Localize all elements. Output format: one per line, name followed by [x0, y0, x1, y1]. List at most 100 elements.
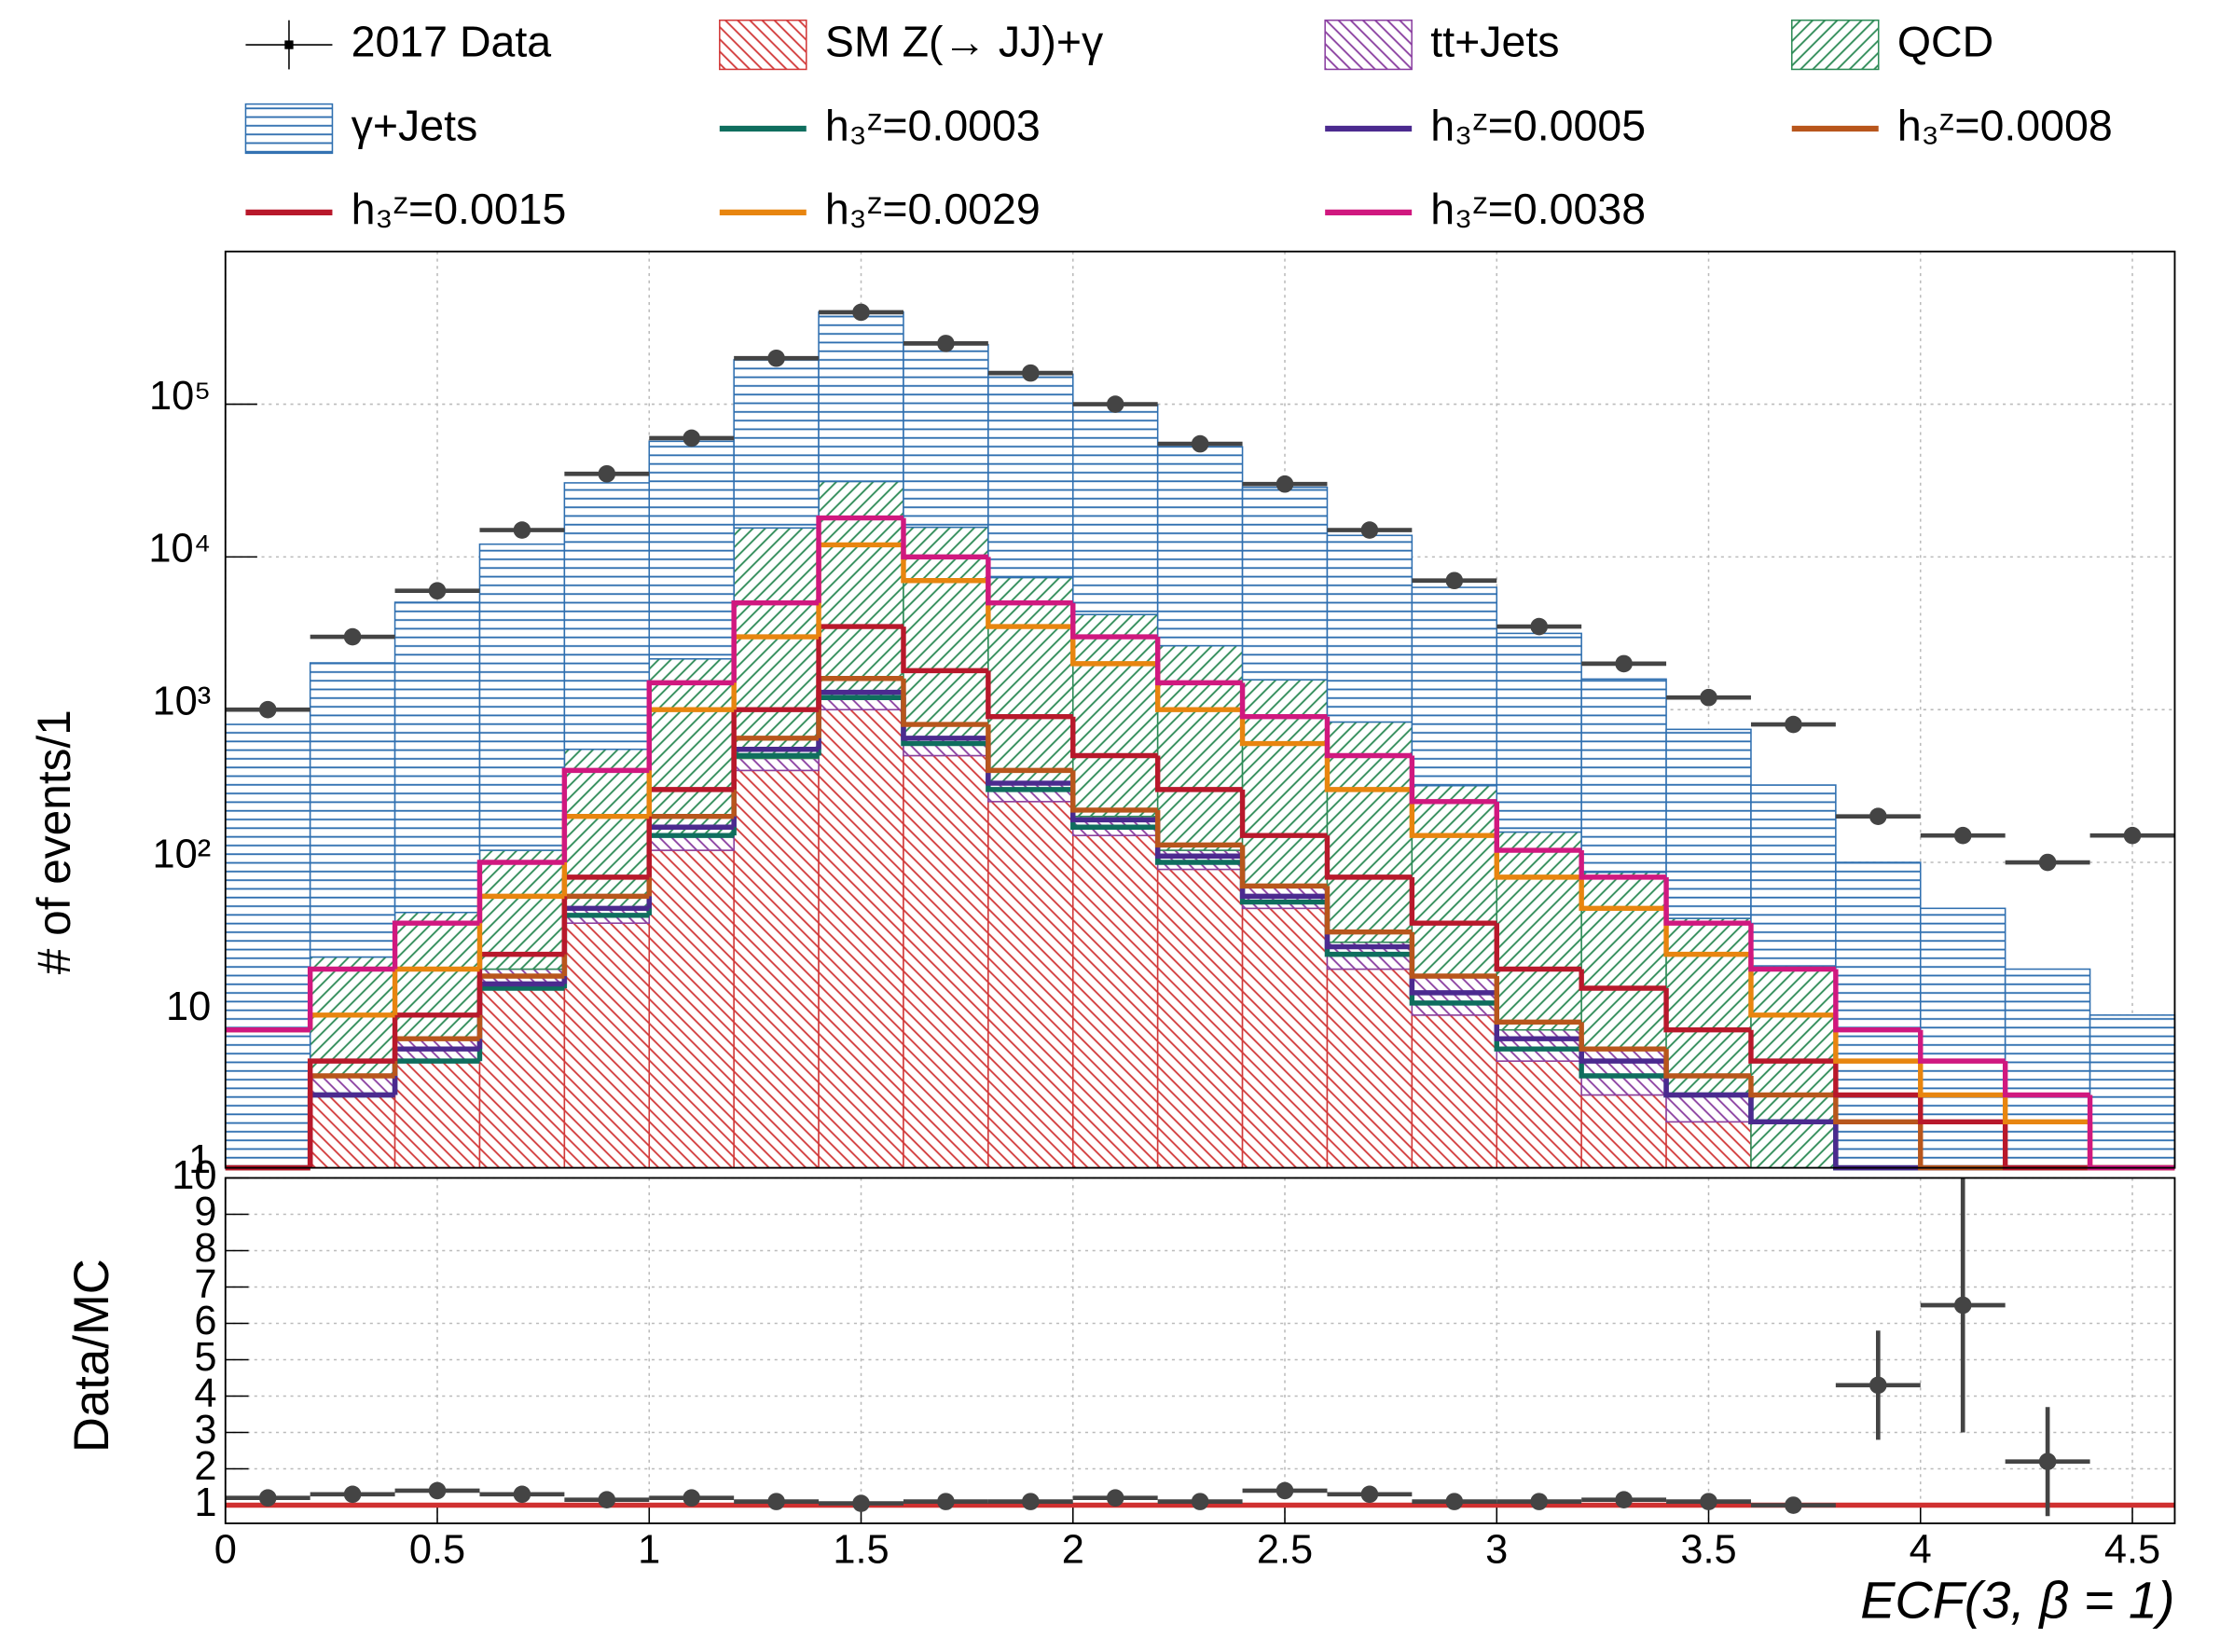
y-tick-label: 10² [153, 832, 212, 876]
stack-bar [1156, 644, 1244, 851]
legend-symbol [1790, 19, 1880, 71]
ratio-point [1445, 1493, 1464, 1510]
ratio-frame [224, 1177, 2176, 1524]
x-tick-label: 1.5 [833, 1527, 889, 1572]
x-tick-label: 2.5 [1257, 1527, 1313, 1572]
y-tick-label: 10 [172, 1153, 216, 1198]
stack-bar [1750, 965, 1837, 1169]
data-point [1106, 395, 1124, 413]
signal-step [392, 920, 480, 970]
legend-swatch [719, 19, 807, 71]
ratio-axis-title: Data/MC [64, 1259, 119, 1452]
stack-bar [648, 440, 735, 660]
stack-bar [563, 748, 651, 910]
signal-step [1409, 876, 1497, 926]
stack-bar [1665, 728, 1752, 919]
legend-label: SM Z(→ JJ)+γ [825, 17, 1104, 65]
stack-bar [1580, 678, 1667, 874]
signal-step [1579, 850, 1667, 880]
stack-bar [224, 723, 311, 1169]
signal-step [1748, 954, 1836, 1018]
signal-step [901, 678, 988, 727]
data-point [852, 303, 870, 322]
signal-step [1494, 801, 1582, 853]
x-tick-label: 0.5 [409, 1527, 465, 1572]
stack-bar [393, 601, 481, 914]
y-tick-label: 1 [194, 1480, 216, 1525]
ratio-point [1191, 1493, 1209, 1510]
signal-step [1409, 789, 1497, 838]
x-tick-label: 4 [1910, 1527, 1932, 1572]
signal-step [1324, 886, 1413, 935]
stack-bar [563, 482, 651, 750]
stack-bar [1496, 831, 1582, 1031]
stack-bar [987, 576, 1074, 784]
signal-step [816, 515, 903, 603]
stack-bar [1919, 907, 2006, 1169]
data-point [767, 349, 785, 367]
stack-bar [2004, 968, 2091, 1169]
stack-bar [1326, 721, 1413, 943]
stack-bar [1665, 917, 1752, 1096]
legend-label: tt+Jets [1430, 17, 1559, 65]
data-point [1785, 715, 1802, 734]
stack-bar [1411, 586, 1498, 787]
ratio-point [2038, 1452, 2057, 1471]
stack-bar [818, 480, 904, 699]
x-tick-label: 0 [214, 1527, 237, 1572]
signal-step [1748, 1094, 1836, 1125]
signal-step [1494, 976, 1582, 1026]
stack-bar [1241, 679, 1329, 888]
data-point [937, 335, 955, 352]
stack-bar [1241, 907, 1329, 1169]
signal-step [1154, 637, 1243, 686]
ratio-point [852, 1494, 870, 1512]
ratio-point [1953, 1296, 1972, 1315]
ratio-point [1530, 1493, 1549, 1510]
stack-bar [478, 849, 566, 971]
data-point [2038, 853, 2057, 872]
stack-bar [818, 709, 904, 1169]
y-tick-label: 7 [194, 1262, 216, 1307]
legend-swatch [1790, 19, 1880, 71]
signal-step [1494, 923, 1582, 972]
stack-bar [987, 782, 1074, 803]
ratio-point [767, 1493, 785, 1510]
ratio-point [1276, 1481, 1294, 1500]
x-tick-label: 1 [638, 1527, 660, 1572]
ratio-point [1615, 1491, 1633, 1508]
stack-bar [309, 1075, 396, 1096]
ratio-point [1022, 1493, 1040, 1510]
signal-step [1918, 1029, 2006, 1064]
data-point [1276, 475, 1294, 493]
y-tick-label: 2 [194, 1444, 216, 1489]
y-tick-label: 9 [194, 1190, 216, 1234]
signal-step [1663, 987, 1751, 1033]
stack-bar [1071, 834, 1159, 1169]
y-axis-title: # of events/1 [28, 709, 80, 974]
legend-symbol [1324, 19, 1413, 71]
signal-step [1748, 923, 1836, 972]
legend-swatch [1324, 19, 1413, 71]
signal-step [1070, 716, 1158, 759]
signal-step [1918, 1061, 2006, 1098]
stack-bar [733, 359, 820, 530]
y-tick-label: 10 [166, 984, 211, 1029]
stack-bar [1071, 613, 1159, 818]
stack-bar [309, 1094, 396, 1169]
signal-step [1833, 1061, 1921, 1098]
signal-step [731, 599, 820, 683]
stack-bar [1496, 632, 1582, 833]
stack-bar [393, 911, 481, 1039]
stack-bar [1580, 1094, 1667, 1169]
ratio-point [937, 1493, 955, 1510]
stack-bar [1835, 861, 1922, 1169]
stack-bar [1156, 849, 1244, 871]
signal-step [1070, 602, 1158, 640]
signal-step [1833, 969, 1921, 1033]
data-point [1615, 654, 1633, 673]
signal-step [986, 724, 1073, 774]
stack-bar [563, 922, 651, 1169]
legend-label: γ+Jets [352, 101, 478, 149]
